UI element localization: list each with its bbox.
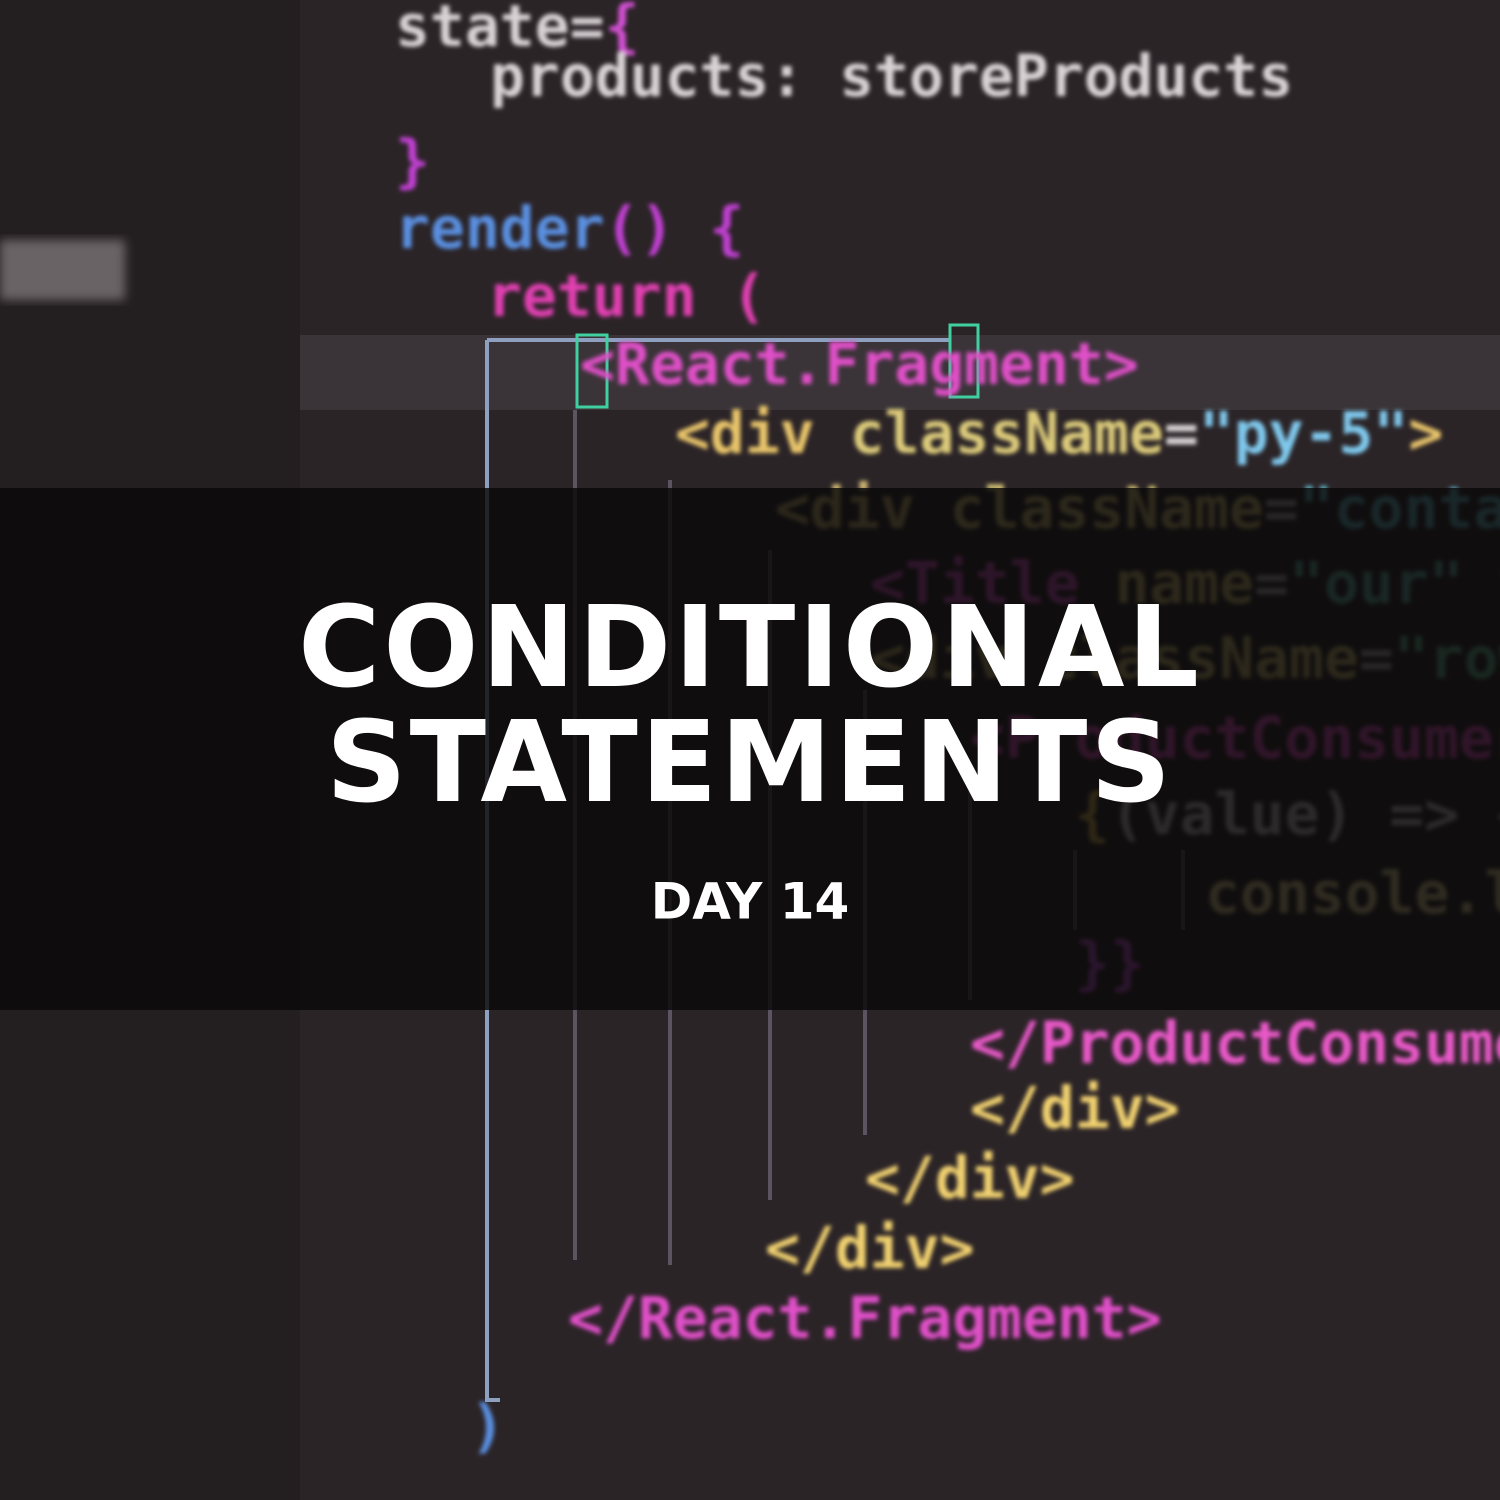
code-token: ) xyxy=(470,1392,505,1460)
code-token: </div> xyxy=(865,1144,1075,1212)
code-token: } xyxy=(395,127,430,195)
code-token: = xyxy=(1164,399,1199,467)
code-line: return ( xyxy=(487,262,766,330)
code-line: products: storeProducts xyxy=(490,42,1293,110)
title-line: CONDITIONAL xyxy=(298,583,1202,713)
code-line: <React.Fragment> xyxy=(580,330,1139,398)
code-line: <div className="py-5"> xyxy=(675,399,1443,467)
code-token: render xyxy=(395,194,605,262)
code-token: products: storeProducts xyxy=(490,42,1293,110)
subtitle: DAY 14 xyxy=(651,873,850,931)
code-line: </div> xyxy=(765,1214,975,1282)
code-token: </div> xyxy=(970,1074,1180,1142)
code-line: state={ xyxy=(395,0,639,60)
code-token: </ProductConsumer> xyxy=(970,1009,1500,1077)
code-token: className xyxy=(850,399,1164,467)
bracket-match xyxy=(948,323,980,399)
code-token: <React.Fragment> xyxy=(580,330,1139,398)
code-line: } xyxy=(395,127,430,195)
title-line: STATEMENTS xyxy=(326,698,1174,828)
banner xyxy=(0,488,1500,1010)
code-token: "py-5" xyxy=(1199,399,1409,467)
current-line xyxy=(300,335,1500,410)
code-token: state= xyxy=(395,0,605,60)
code-token: <div xyxy=(675,399,850,467)
code-line: </ProductConsumer> xyxy=(970,1009,1500,1077)
code-token: { xyxy=(605,0,640,60)
code-line: </div> xyxy=(970,1074,1180,1142)
code-token: > xyxy=(1408,399,1443,467)
code-line: ) xyxy=(470,1392,505,1460)
code-line: </React.Fragment> xyxy=(568,1284,1162,1352)
code-line: </div> xyxy=(865,1144,1075,1212)
code-line: render() { xyxy=(395,194,744,262)
gutter-highlight xyxy=(0,240,125,300)
code-token: </div> xyxy=(765,1214,975,1282)
code-token: return ( xyxy=(487,262,766,330)
code-token: () { xyxy=(605,194,745,262)
code-token: </React.Fragment> xyxy=(568,1284,1162,1352)
bracket-match xyxy=(575,333,609,409)
